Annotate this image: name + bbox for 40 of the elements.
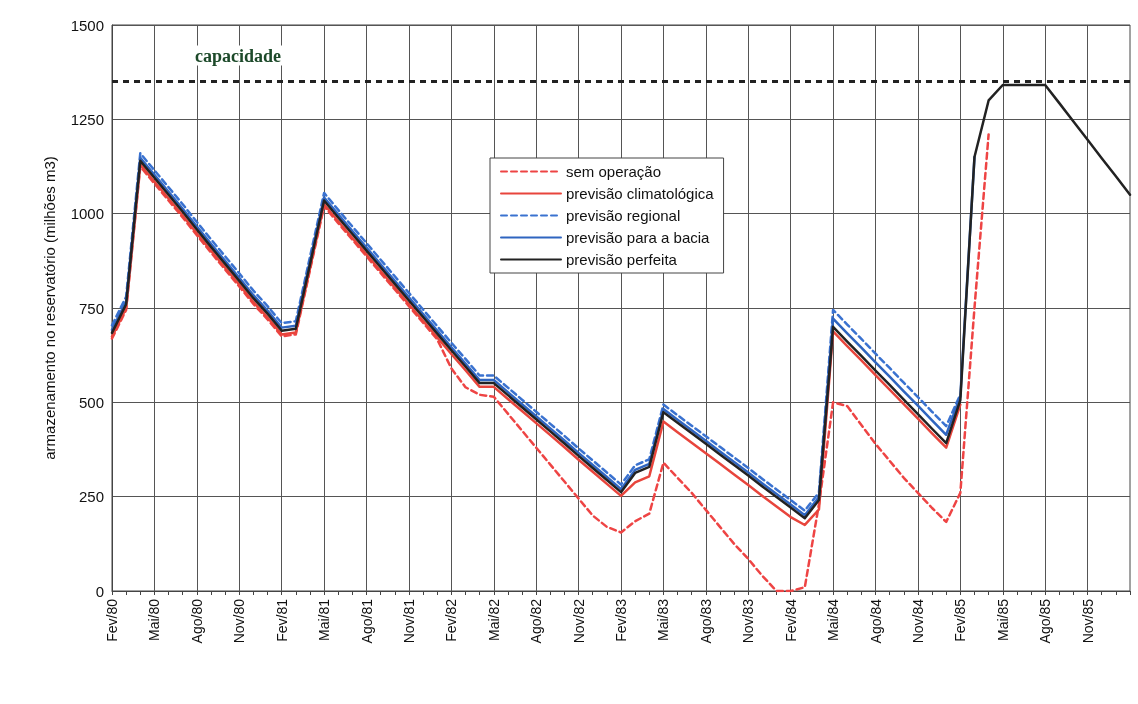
x-tick-label: Fev/81 bbox=[273, 598, 290, 642]
y-tick-label: 750 bbox=[78, 299, 104, 317]
x-tick-label: Mai/80 bbox=[146, 598, 163, 642]
legend-label: previsão perfeita bbox=[566, 251, 678, 268]
legend-label: previsão climatológica bbox=[566, 185, 715, 202]
y-axis-title: armazenamento no reservatório (milhões m3) bbox=[41, 156, 58, 460]
y-tick-label: 500 bbox=[78, 393, 104, 411]
legend-label: previsão para a bacia bbox=[566, 229, 711, 246]
x-tick-label: Ago/85 bbox=[1037, 598, 1054, 644]
x-tick-label: Fev/82 bbox=[443, 598, 460, 642]
x-tick-label: Fev/84 bbox=[782, 598, 799, 642]
x-tick-label: Nov/82 bbox=[570, 598, 587, 644]
x-tick-label: Nov/81 bbox=[400, 598, 417, 644]
y-tick-label: 1500 bbox=[70, 16, 104, 34]
x-tick-label: Nov/83 bbox=[740, 598, 757, 644]
ref-line-label: capacidade bbox=[195, 45, 282, 66]
y-tick-label: 0 bbox=[95, 582, 104, 600]
legend-label: sem operação bbox=[566, 163, 662, 180]
y-tick-label: 250 bbox=[78, 488, 104, 506]
x-tick-label: Fev/85 bbox=[952, 598, 969, 642]
x-tick-label: Fev/80 bbox=[104, 598, 120, 642]
legend-label: previsão regional bbox=[566, 207, 681, 224]
x-tick-label: Ago/82 bbox=[528, 598, 545, 644]
x-tick-label: Mai/81 bbox=[316, 598, 333, 642]
x-tick-label: Mai/84 bbox=[825, 598, 842, 642]
x-tick-label: Mai/85 bbox=[994, 598, 1011, 642]
x-tick-label: Nov/84 bbox=[909, 598, 926, 644]
x-tick-label: Ago/84 bbox=[867, 598, 884, 644]
y-tick-label: 1000 bbox=[70, 205, 104, 223]
line-series bbox=[110, 83, 1132, 520]
x-tick-label: Ago/83 bbox=[697, 598, 714, 644]
x-tick-label: Nov/85 bbox=[1079, 598, 1096, 644]
x-tick-label: Nov/80 bbox=[231, 598, 248, 644]
x-tick-label: Mai/82 bbox=[485, 598, 502, 642]
x-tick-label: Ago/81 bbox=[358, 598, 375, 644]
x-tick-label: Mai/83 bbox=[655, 598, 672, 642]
x-tick-label: Ago/80 bbox=[188, 598, 205, 644]
y-tick-label: 1250 bbox=[70, 110, 104, 128]
line-series bbox=[110, 133, 990, 593]
x-tick-label: Fev/83 bbox=[613, 598, 629, 642]
